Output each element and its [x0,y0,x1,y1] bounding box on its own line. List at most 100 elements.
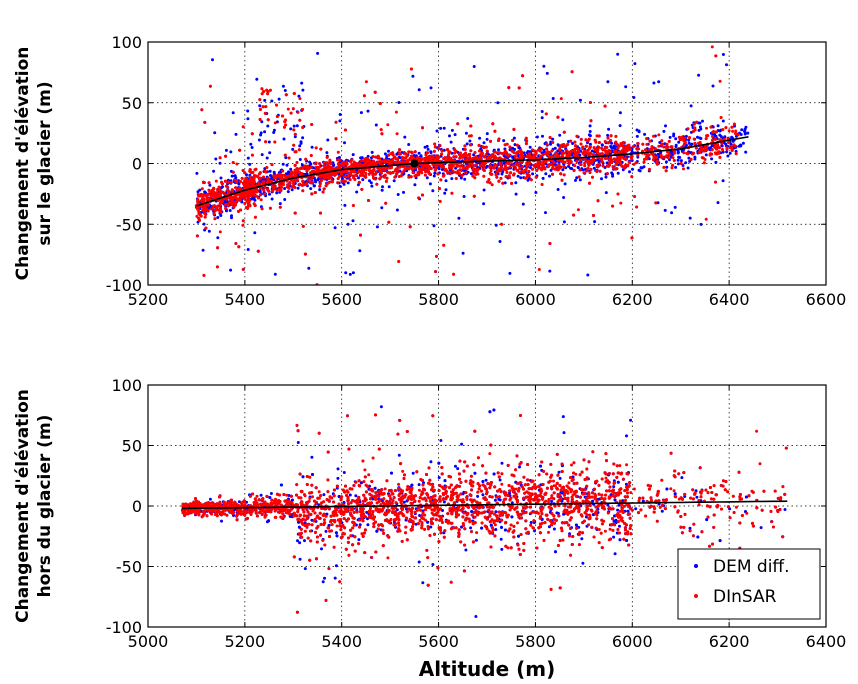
data-point [203,120,207,124]
data-point [618,124,622,128]
data-point [635,128,639,132]
data-point [567,164,570,168]
data-point [229,150,233,154]
data-point [326,138,330,142]
data-point [425,176,429,180]
data-point [435,254,438,258]
data-point [542,64,546,68]
data-point [588,171,592,174]
data-point [423,145,427,149]
data-point [611,174,615,178]
data-point [253,215,257,219]
data-point [730,135,734,139]
data-point [710,148,714,152]
data-point [726,137,730,141]
data-point [743,130,747,134]
data-point [508,145,512,149]
data-point [551,165,555,168]
data-point [263,130,267,134]
data-point [453,133,457,137]
data-point [201,248,205,252]
data-point [647,153,651,157]
data-point [704,153,708,157]
data-point [213,131,217,135]
data-point [344,271,348,275]
data-point [544,172,548,176]
data-point [262,188,266,192]
data-point [264,170,268,174]
data-point [449,140,453,144]
data-point [340,169,343,173]
data-point [301,189,305,193]
data-point [273,272,277,276]
data-point [464,171,468,175]
data-point [490,183,494,187]
data-point [289,167,293,171]
data-point [429,167,433,171]
data-point [316,178,320,182]
data-point [318,162,322,166]
data-point [402,190,405,194]
data-point [547,155,551,159]
data-point [253,168,257,172]
data-point [746,131,750,135]
data-point [672,132,676,136]
data-point [296,110,300,114]
data-point [511,138,515,142]
data-point [409,150,413,154]
data-point [540,116,544,120]
data-point [394,110,398,114]
data-point [301,88,305,92]
data-point [527,169,531,173]
data-point [493,150,497,154]
data-point [628,170,631,174]
data-point [269,174,272,177]
data-point [526,255,530,259]
data-point [228,209,232,212]
data-point [384,179,388,183]
data-point [657,80,661,84]
data-point [710,157,714,161]
data-point [346,181,350,185]
data-point [696,135,699,139]
data-point [575,134,579,138]
data-point [370,150,374,154]
data-point [513,154,517,158]
data-point [202,193,206,197]
data-point [681,164,685,167]
data-point [380,188,384,192]
data-point [278,202,282,206]
data-point [472,170,476,174]
data-point [603,146,607,150]
data-point [678,156,682,159]
data-point [466,117,470,120]
data-point [636,142,640,145]
data-point [429,86,433,90]
data-point [397,101,401,104]
data-point [270,197,274,201]
data-point [286,190,290,194]
data-point [508,271,512,275]
data-point [705,126,708,130]
data-point [687,156,691,160]
data-point [494,223,498,227]
data-point [309,154,313,157]
data-point [380,206,384,210]
data-point [448,150,452,154]
data-point [343,141,346,145]
data-point [718,129,722,133]
data-point [512,164,516,168]
data-point [298,97,302,100]
data-point [488,181,492,185]
data-point [684,161,688,165]
data-point [522,151,526,155]
data-point [524,136,528,140]
data-point [310,145,314,149]
data-point [283,89,287,92]
data-point [482,202,486,206]
data-point [655,155,659,159]
data-point [606,133,610,137]
data-point [482,141,486,145]
data-point [357,176,360,180]
